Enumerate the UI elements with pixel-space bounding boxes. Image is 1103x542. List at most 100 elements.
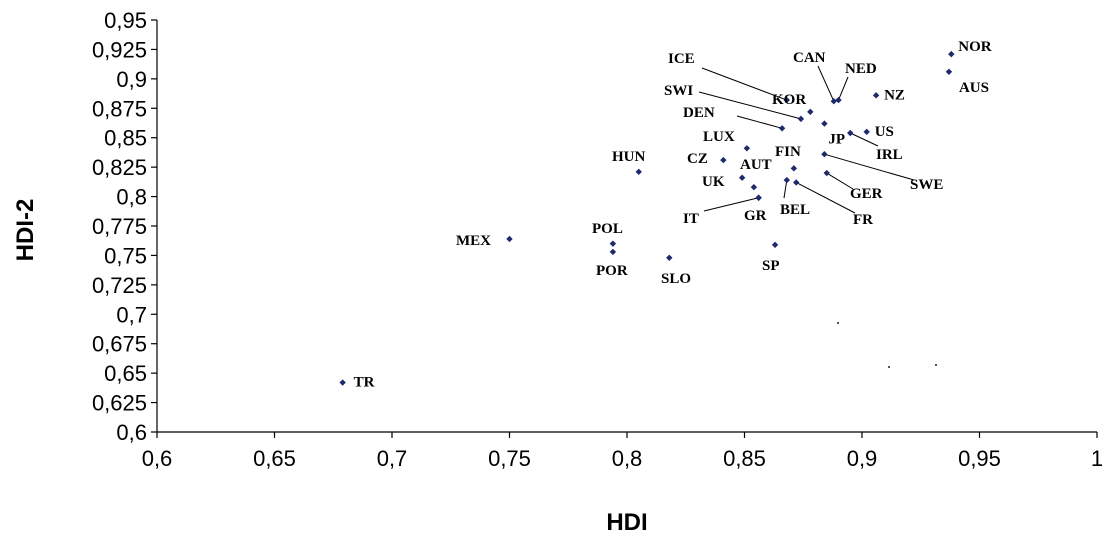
data-point: [755, 194, 762, 201]
data-points: [339, 50, 955, 386]
point-label: CZ: [687, 151, 708, 167]
point-label: TR: [354, 375, 375, 391]
leader-line: [824, 153, 915, 181]
data-point: [807, 108, 814, 116]
data-point: [771, 241, 779, 249]
y-tick-label: 0,65: [104, 361, 147, 386]
leader-line: [826, 172, 854, 190]
stray-dot: [837, 322, 839, 324]
data-point: [790, 165, 798, 172]
stray-dot: [935, 364, 937, 366]
data-point: [793, 179, 800, 186]
point-label: NED: [845, 61, 877, 77]
data-point: [783, 96, 790, 104]
data-point: [635, 168, 642, 176]
point-label: SLO: [661, 271, 691, 287]
y-tick-label: 0,925: [92, 37, 147, 62]
x-tick-label: 1: [1091, 446, 1103, 471]
point-label: SWE: [910, 177, 943, 193]
leader-line: [698, 91, 802, 120]
x-tick-label: 0,7: [377, 446, 408, 471]
leader-line: [817, 65, 835, 102]
y-axis-title: HDI-2: [12, 199, 39, 262]
data-point: [339, 379, 346, 386]
y-tick-label: 0,7: [116, 302, 147, 327]
x-axis-title: HDI: [606, 509, 647, 536]
x-tick-label: 0,9: [847, 446, 878, 471]
point-label: SP: [762, 258, 780, 274]
point-label: AUT: [740, 157, 772, 173]
y-tick-label: 0,775: [92, 214, 147, 239]
point-label: POL: [592, 221, 623, 237]
point-label: JP: [828, 132, 845, 148]
stray-dots: [837, 322, 937, 368]
point-labels: NOR AUS NZ CAN NED ICE KOR SWI DEN JP US IRL LUX CZ AU…: [354, 39, 992, 390]
point-label: AUS: [959, 80, 989, 96]
point-label: MEX: [456, 233, 491, 249]
point-label: IRL: [876, 147, 903, 163]
point-label: FIN: [775, 144, 801, 160]
point-label: LUX: [703, 129, 735, 145]
leader-line: [795, 182, 856, 214]
leader-line: [736, 115, 783, 129]
data-point: [609, 248, 617, 256]
y-tick-label: 0,9: [116, 67, 147, 92]
y-tick-label: 0,85: [104, 126, 147, 151]
data-point: [948, 50, 955, 58]
data-point: [835, 96, 842, 104]
data-point: [743, 145, 751, 152]
leader-line: [850, 132, 879, 147]
point-label: NZ: [884, 87, 905, 103]
y-tick-label: 0,675: [92, 332, 147, 357]
leader-lines: [698, 65, 915, 214]
axes: [156, 20, 1097, 433]
point-label: US: [875, 124, 894, 140]
leader-line: [783, 180, 788, 199]
x-tick-label: 0,8: [612, 446, 643, 471]
data-point: [666, 254, 673, 261]
y-tick-label: 0,8: [116, 185, 147, 210]
data-point: [830, 98, 837, 105]
y-tick-label: 0,625: [92, 391, 147, 416]
data-point: [945, 68, 953, 75]
data-point: [750, 183, 758, 191]
point-label: SWI: [664, 83, 693, 99]
leader-line: [701, 67, 787, 101]
data-point: [506, 235, 513, 243]
y-tick-label: 0,825: [92, 155, 147, 180]
data-point: [847, 129, 854, 137]
data-point: [797, 115, 805, 123]
x-tick-label: 0,65: [253, 446, 296, 471]
x-tick-label: 0,6: [142, 446, 173, 471]
point-label: UK: [702, 174, 725, 190]
leader-line: [838, 76, 849, 101]
data-point: [783, 176, 790, 184]
point-label: ICE: [668, 51, 695, 67]
point-label: CAN: [793, 50, 826, 66]
data-point: [609, 240, 617, 247]
data-point: [720, 156, 727, 164]
point-label: FR: [853, 212, 873, 228]
data-point: [823, 169, 830, 177]
point-label: HUN: [612, 149, 646, 165]
data-point: [821, 120, 828, 127]
point-label: GER: [850, 186, 883, 202]
point-label: IT: [683, 211, 699, 227]
data-point: [863, 128, 870, 136]
y-tick-label: 0,725: [92, 273, 147, 298]
y-tick-label: 0,75: [104, 243, 147, 268]
x-tick-label: 0,85: [723, 446, 766, 471]
point-label: NOR: [958, 39, 992, 55]
leader-line: [703, 197, 759, 212]
data-point: [872, 92, 880, 99]
y-tick-label: 0,875: [92, 96, 147, 121]
point-label: POR: [596, 263, 628, 279]
data-point: [778, 125, 786, 132]
x-tick-label: 0,95: [958, 446, 1001, 471]
point-label: GR: [744, 208, 767, 224]
data-point: [821, 150, 828, 158]
stray-dot: [888, 366, 890, 368]
point-label: DEN: [683, 105, 715, 121]
y-tick-label: 0,95: [104, 8, 147, 33]
y-ticks: 0,6 0,625 0,65 0,675 0,7 0,725 0,75 0,775 0,8 0,8…: [92, 8, 157, 445]
